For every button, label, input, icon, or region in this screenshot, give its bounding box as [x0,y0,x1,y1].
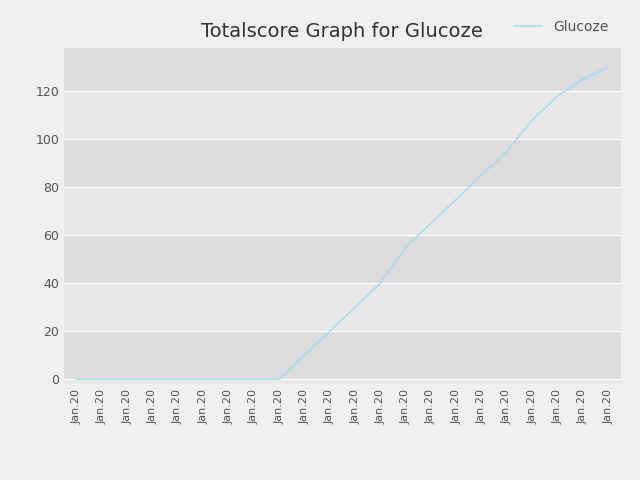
Glucoze [477,172,486,178]
Bar [64,187,621,235]
Glucoze [200,376,207,382]
Glucoze [402,244,410,250]
Glucoze [174,376,182,382]
Glucoze [275,376,283,382]
Line: Glucoze: Glucoze [77,67,608,379]
Bar [64,139,621,187]
Legend: Glucoze: Glucoze [509,14,614,40]
Glucoze [351,304,359,310]
Bar [64,331,621,379]
Glucoze [427,220,435,226]
Glucoze [503,148,511,154]
Glucoze [376,280,384,286]
Glucoze [98,376,106,382]
Bar [64,48,621,91]
Title: Totalscore Graph for Glucoze: Totalscore Graph for Glucoze [202,22,483,41]
Glucoze [529,117,536,123]
Glucoze [225,376,232,382]
Glucoze [124,376,131,382]
Glucoze [554,93,561,99]
Glucoze [301,352,308,358]
Bar [64,283,621,331]
Glucoze [148,376,156,382]
Glucoze [452,196,460,202]
Glucoze [326,328,333,334]
Bar [64,379,621,384]
Bar [64,91,621,139]
Glucoze [604,64,612,70]
Glucoze [250,376,258,382]
Glucoze [73,376,81,382]
Bar [64,235,621,283]
Glucoze [579,76,587,82]
